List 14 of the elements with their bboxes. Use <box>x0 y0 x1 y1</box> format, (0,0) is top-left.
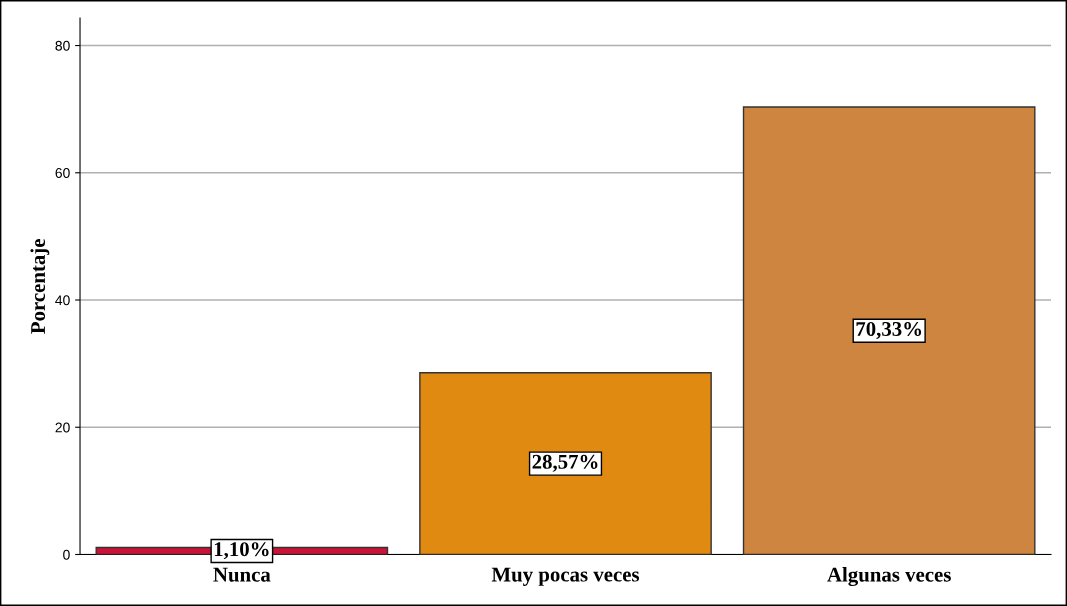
x-tick-label: Muy pocas veces <box>491 567 640 586</box>
data-label: 28,57% <box>532 454 598 472</box>
x-tick-label: Algunas veces <box>827 566 951 587</box>
y-axis-title: Porcentaje <box>30 239 50 334</box>
bar <box>419 372 712 555</box>
y-tick-label: 0 <box>63 549 70 560</box>
x-tick-label: Nunca <box>213 567 271 582</box>
data-label: 70,33% <box>856 321 922 340</box>
y-tick-label: 60 <box>55 168 70 178</box>
y-tick-label: 80 <box>55 40 70 51</box>
bar <box>742 106 1036 555</box>
data-label: 1,10% <box>214 542 269 560</box>
y-tick-label: 40 <box>55 295 70 306</box>
y-tick-label: 20 <box>55 422 70 433</box>
